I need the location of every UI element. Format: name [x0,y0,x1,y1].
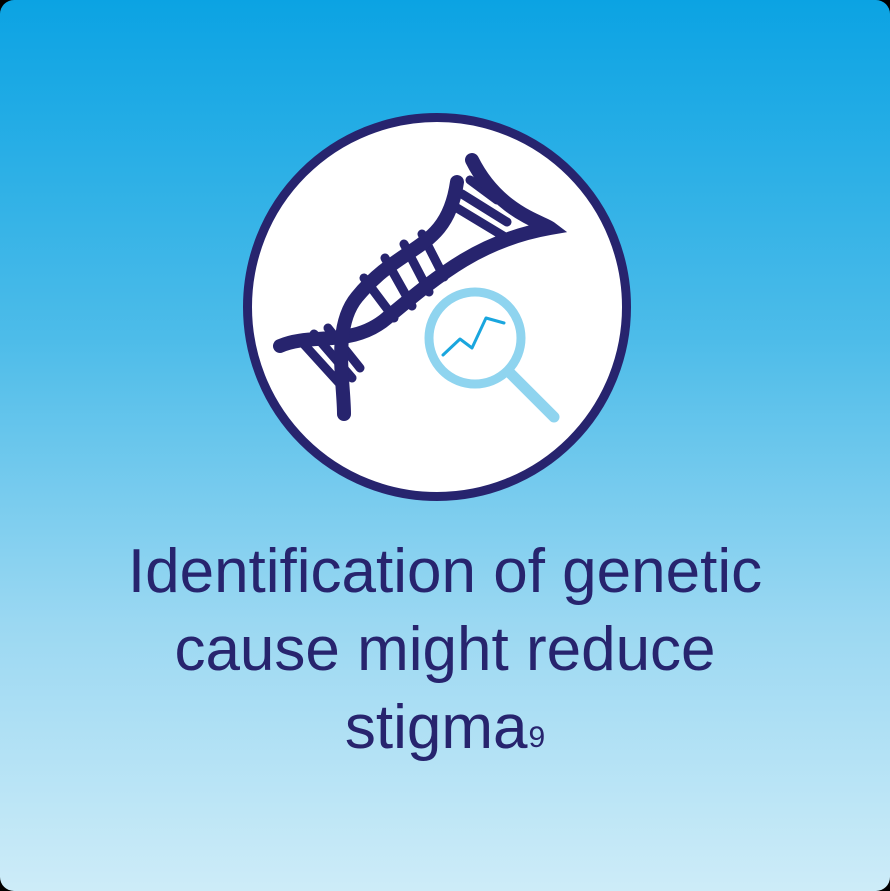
magnifying-glass-icon [424,287,560,423]
icon-circle [243,113,631,501]
caption-line-2: cause might reduce [174,615,716,684]
dna-strand-a [273,153,568,353]
caption-stigma: stigma [344,693,528,762]
caption: Identification of genetic cause might re… [0,533,890,767]
caption-line-3: stigma9 [0,689,890,767]
trend-line [441,316,506,357]
reference-superscript: 9 [528,721,546,754]
caption-line-1: Identification of genetic [127,537,763,606]
dna-helix-icon [273,153,568,423]
dna-strand-b [334,175,464,421]
